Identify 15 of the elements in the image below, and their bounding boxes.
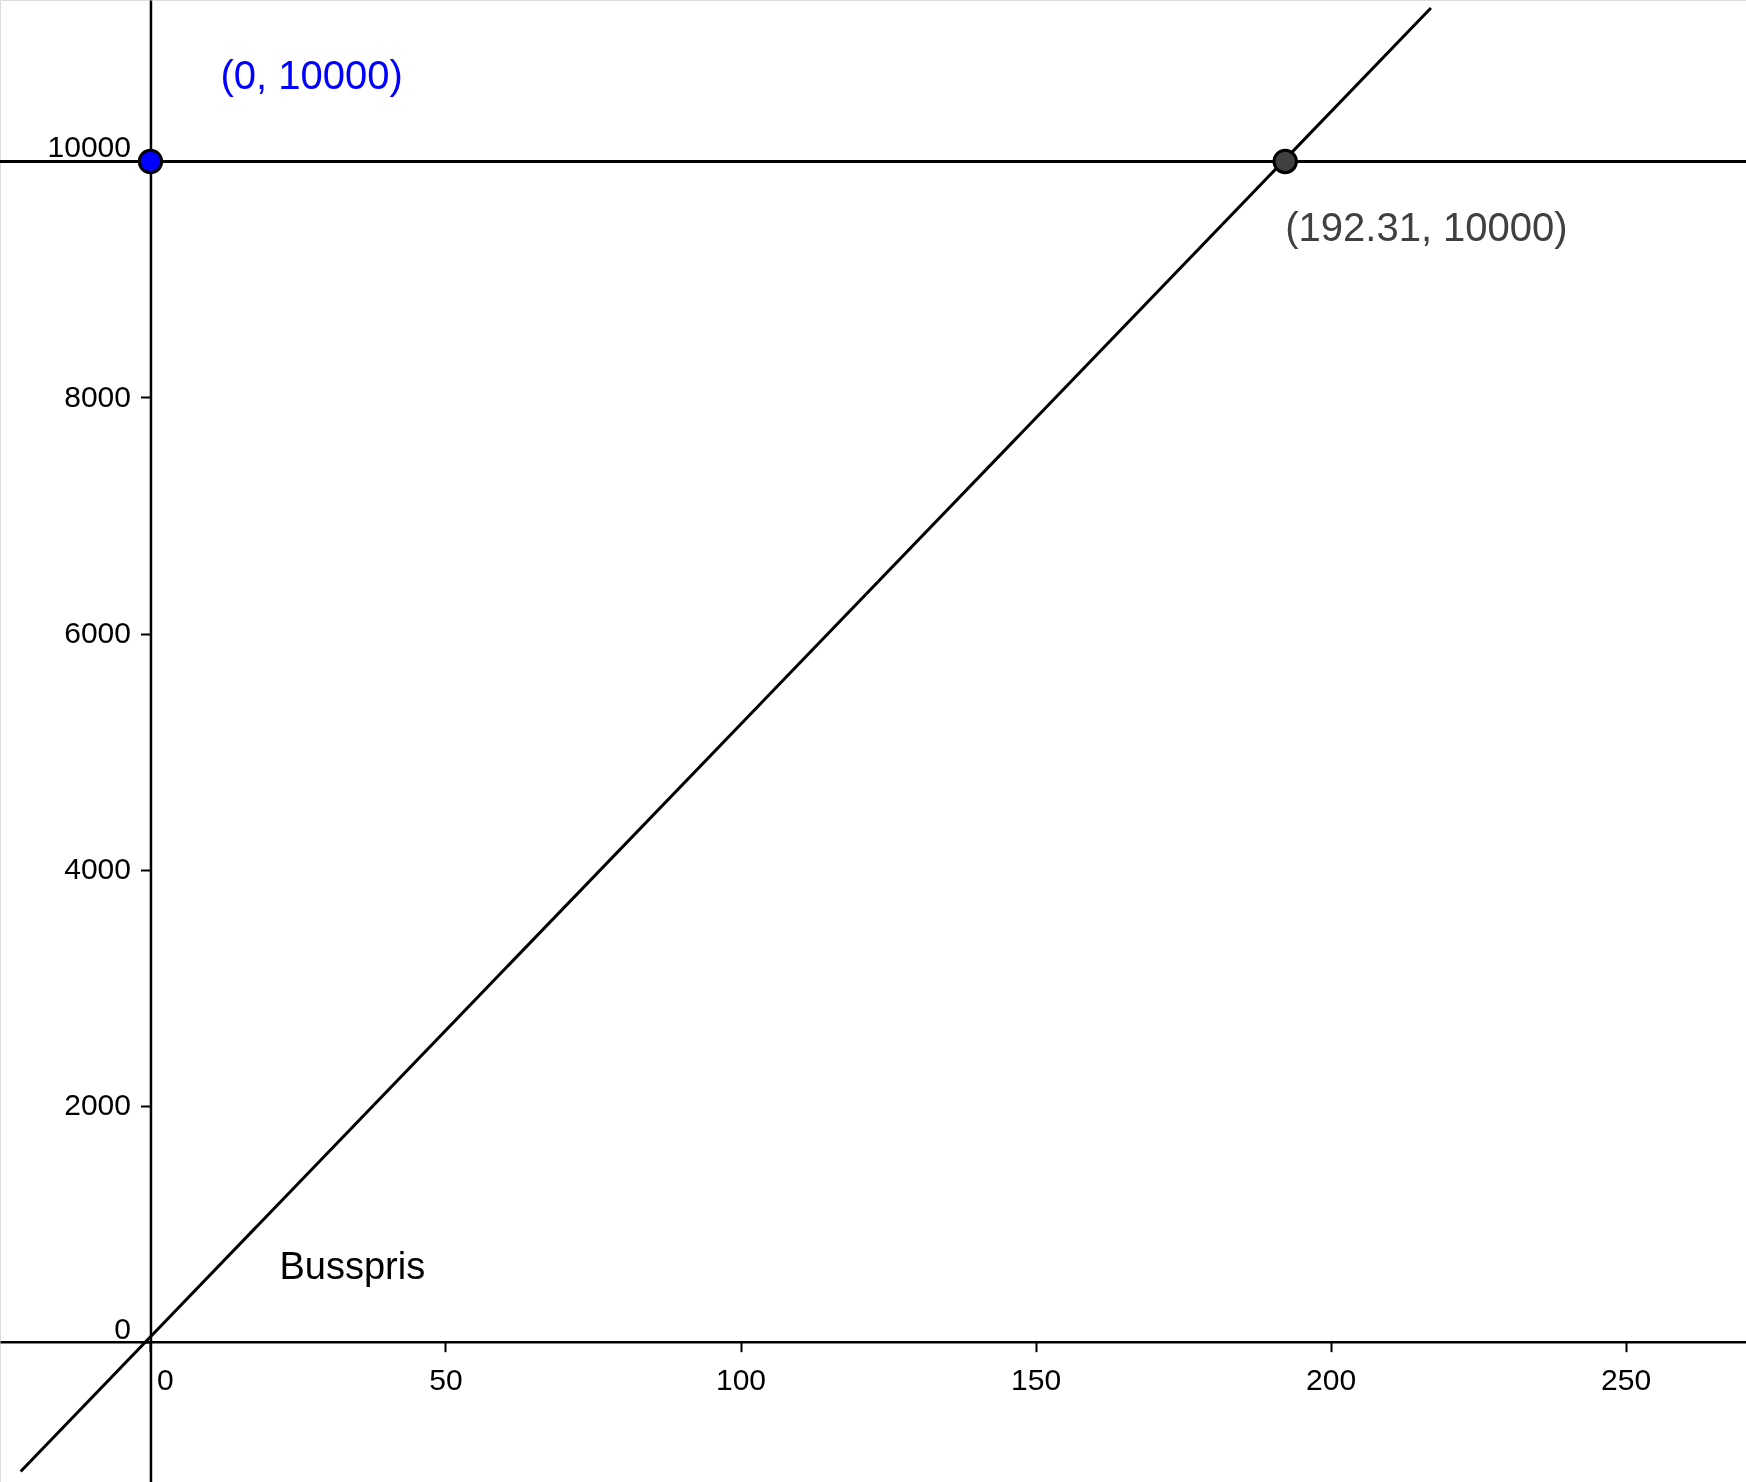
y-tick-label: 0 [114,1312,131,1346]
x-tick-label: 150 [1011,1363,1062,1397]
x-tick-label: 100 [716,1363,767,1397]
x-tick-label: 250 [1601,1363,1652,1397]
annotation: (192.31, 10000) [1285,205,1568,250]
series-label: Busspris [279,1245,426,1288]
y-tick-label: 8000 [64,380,131,413]
x-tick-label: 200 [1306,1363,1357,1397]
y-tick-label: 2000 [64,1088,131,1122]
x-tick-label: 50 [429,1363,463,1397]
x-tick-label: 0 [156,1363,174,1397]
y-tick-label: 4000 [64,852,131,886]
y-tick-label: 6000 [64,616,131,650]
annotation: (0, 10000) [220,53,403,98]
y-tick-label: 10000 [47,129,131,163]
